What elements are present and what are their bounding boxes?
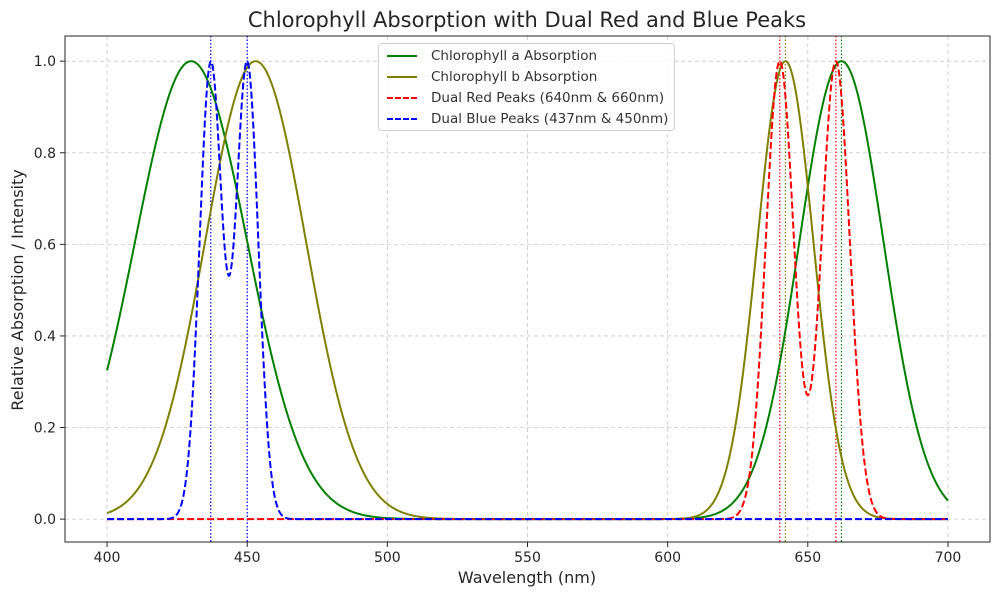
legend-item: Dual Blue Peaks (437nm & 450nm) xyxy=(387,109,668,129)
legend-label: Chlorophyll b Absorption xyxy=(431,69,598,85)
chart-title: Chlorophyll Absorption with Dual Red and… xyxy=(248,8,806,32)
legend-swatch xyxy=(387,97,417,99)
x-tick-label: 600 xyxy=(654,550,681,566)
y-tick-label: 0.2 xyxy=(34,421,56,437)
y-tick-label: 0.4 xyxy=(34,329,56,345)
x-tick-label: 450 xyxy=(234,550,261,566)
y-tick-label: 1.0 xyxy=(34,54,56,70)
legend-item: Chlorophyll a Absorption xyxy=(387,46,597,66)
series-line xyxy=(107,59,948,521)
y-tick-label: 0.6 xyxy=(34,237,56,253)
legend-item: Dual Red Peaks (640nm & 660nm) xyxy=(387,88,664,108)
x-tick-label: 650 xyxy=(794,550,821,566)
legend-swatch xyxy=(387,55,417,57)
y-tick-label: 0.0 xyxy=(34,512,56,528)
x-tick-label: 500 xyxy=(374,550,401,566)
legend-swatch xyxy=(387,76,417,78)
legend-label: Dual Blue Peaks (437nm & 450nm) xyxy=(431,111,669,127)
legend-item: Chlorophyll b Absorption xyxy=(387,67,597,87)
x-tick-label: 700 xyxy=(935,550,962,566)
x-tick-label: 400 xyxy=(94,550,121,566)
legend-swatch xyxy=(387,118,417,120)
legend-label: Chlorophyll a Absorption xyxy=(431,48,598,64)
x-axis-label: Wavelength (nm) xyxy=(458,568,596,587)
plot-frame xyxy=(64,35,991,543)
x-tick-label: 550 xyxy=(514,550,541,566)
legend: Chlorophyll a Absorption Chlorophyll b A… xyxy=(378,43,675,131)
y-tick-label: 0.8 xyxy=(34,146,56,162)
legend-label: Dual Red Peaks (640nm & 660nm) xyxy=(431,90,665,106)
y-axis-label: Relative Absorption / Intensity xyxy=(8,169,27,410)
